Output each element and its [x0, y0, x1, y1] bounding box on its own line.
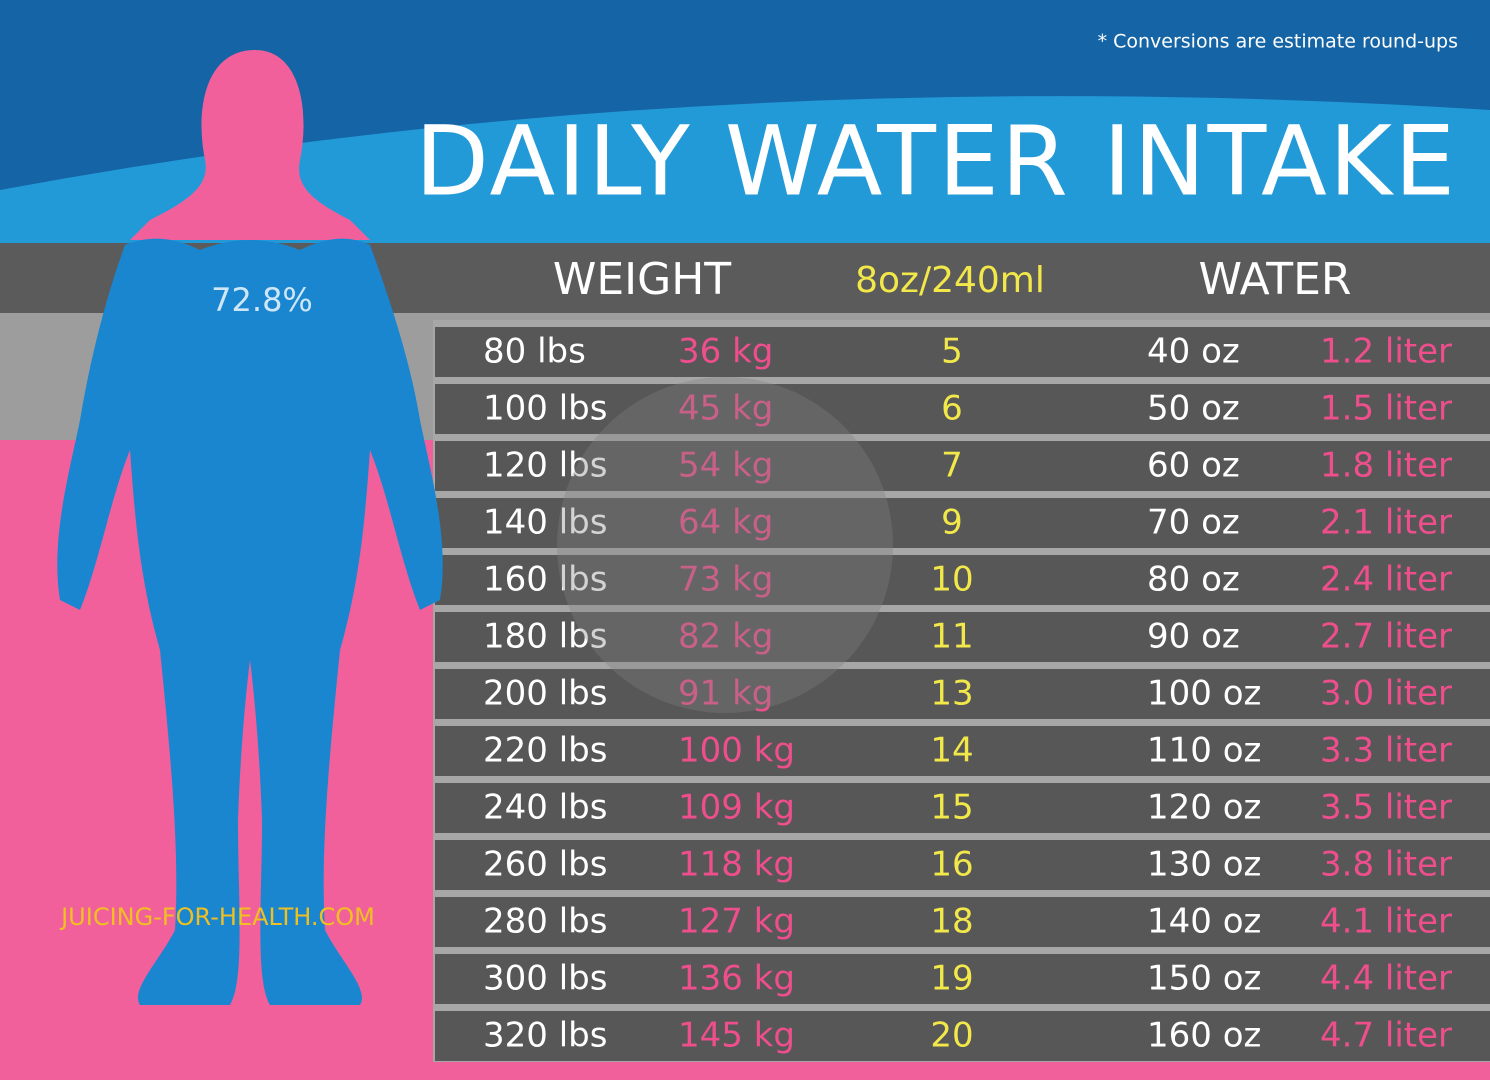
row-bg: [435, 726, 1490, 776]
water-liter: 1.8 liter: [1320, 446, 1452, 486]
servings: 11: [930, 617, 973, 657]
servings: 10: [930, 560, 973, 600]
note: * Conversions are estimate round-ups: [1098, 31, 1458, 53]
weight-kg: 82 kg: [678, 617, 773, 657]
water-oz: 80 oz: [1147, 560, 1240, 600]
water-liter: 2.1 liter: [1320, 503, 1452, 543]
weight-lbs: 100 lbs: [483, 389, 607, 429]
weight-lbs: 80 lbs: [483, 332, 586, 372]
row-bg: [435, 669, 1490, 719]
water-liter: 4.7 liter: [1320, 1016, 1452, 1056]
weight-kg: 109 kg: [678, 788, 795, 828]
row-bg: [435, 327, 1490, 377]
servings: 15: [930, 788, 973, 828]
weight-kg: 100 kg: [678, 731, 795, 771]
water-oz: 110 oz: [1147, 731, 1261, 771]
weight-kg: 54 kg: [678, 446, 773, 486]
site: JUICING-FOR-HEALTH.COM: [59, 903, 375, 931]
silhouette: [57, 50, 443, 1006]
title: DAILY WATER INTAKE: [415, 105, 1455, 217]
servings: 20: [930, 1016, 973, 1056]
weight-lbs: 200 lbs: [483, 674, 607, 714]
water-oz: 160 oz: [1147, 1016, 1261, 1056]
row-bg: [435, 384, 1490, 434]
weight-lbs: 300 lbs: [483, 959, 607, 999]
weight-lbs: 180 lbs: [483, 617, 607, 657]
row-bg: [435, 1011, 1490, 1061]
photo-overlay: [557, 377, 893, 713]
weight-lbs: 280 lbs: [483, 902, 607, 942]
weight-kg: 64 kg: [678, 503, 773, 543]
water-oz: 100 oz: [1147, 674, 1261, 714]
row-bg: [435, 612, 1490, 662]
servings: 16: [930, 845, 973, 885]
water-liter: 1.2 liter: [1320, 332, 1452, 372]
weight-lbs: 320 lbs: [483, 1016, 607, 1056]
wave-band: [0, 96, 1490, 245]
weight-kg: 127 kg: [678, 902, 795, 942]
row-bg: [435, 783, 1490, 833]
weight-kg: 36 kg: [678, 332, 773, 372]
water-liter: 2.7 liter: [1320, 617, 1452, 657]
servings: 9: [941, 503, 963, 543]
weight-kg: 73 kg: [678, 560, 773, 600]
water-liter: 3.3 liter: [1320, 731, 1452, 771]
weight-kg: 45 kg: [678, 389, 773, 429]
weight-kg: 91 kg: [678, 674, 773, 714]
weight-kg: 145 kg: [678, 1016, 795, 1056]
water-liter: 3.0 liter: [1320, 674, 1452, 714]
row-bg: [435, 441, 1490, 491]
water-oz: 60 oz: [1147, 446, 1240, 486]
header-water: WATER: [1198, 254, 1351, 305]
servings: 5: [941, 332, 963, 372]
water-oz: 150 oz: [1147, 959, 1261, 999]
servings: 7: [941, 446, 963, 486]
weight-lbs: 260 lbs: [483, 845, 607, 885]
row-bg: [435, 954, 1490, 1004]
water-oz: 70 oz: [1147, 503, 1240, 543]
weight-lbs: 220 lbs: [483, 731, 607, 771]
row-bg: [435, 840, 1490, 890]
water-liter: 1.5 liter: [1320, 389, 1452, 429]
row-bg: [435, 555, 1490, 605]
weight-kg: 118 kg: [678, 845, 795, 885]
water-oz: 50 oz: [1147, 389, 1240, 429]
water-liter: 3.5 liter: [1320, 788, 1452, 828]
row-bg: [435, 897, 1490, 947]
water-liter: 4.4 liter: [1320, 959, 1452, 999]
weight-lbs: 120 lbs: [483, 446, 607, 486]
water-oz: 90 oz: [1147, 617, 1240, 657]
servings: 6: [941, 389, 963, 429]
weight-lbs: 240 lbs: [483, 788, 607, 828]
weight-lbs: 160 lbs: [483, 560, 607, 600]
servings: 14: [930, 731, 973, 771]
servings: 19: [930, 959, 973, 999]
water-liter: 2.4 liter: [1320, 560, 1452, 600]
percentage: 72.8%: [211, 281, 313, 319]
servings: 13: [930, 674, 973, 714]
water-liter: 3.8 liter: [1320, 845, 1452, 885]
header-weight: WEIGHT: [553, 254, 731, 305]
row-bg: [435, 498, 1490, 548]
table-rows: 80 lbs 36 kg 5 40 oz 1.2 liter 100 lbs 45 kg 6 5…: [435, 327, 1490, 1061]
servings: 18: [930, 902, 973, 942]
water-oz: 140 oz: [1147, 902, 1261, 942]
water-oz: 40 oz: [1147, 332, 1240, 372]
weight-lbs: 140 lbs: [483, 503, 607, 543]
water-liter: 4.1 liter: [1320, 902, 1452, 942]
weight-kg: 136 kg: [678, 959, 795, 999]
header-serving: 8oz/240ml: [855, 260, 1045, 301]
water-oz: 120 oz: [1147, 788, 1261, 828]
water-oz: 130 oz: [1147, 845, 1261, 885]
